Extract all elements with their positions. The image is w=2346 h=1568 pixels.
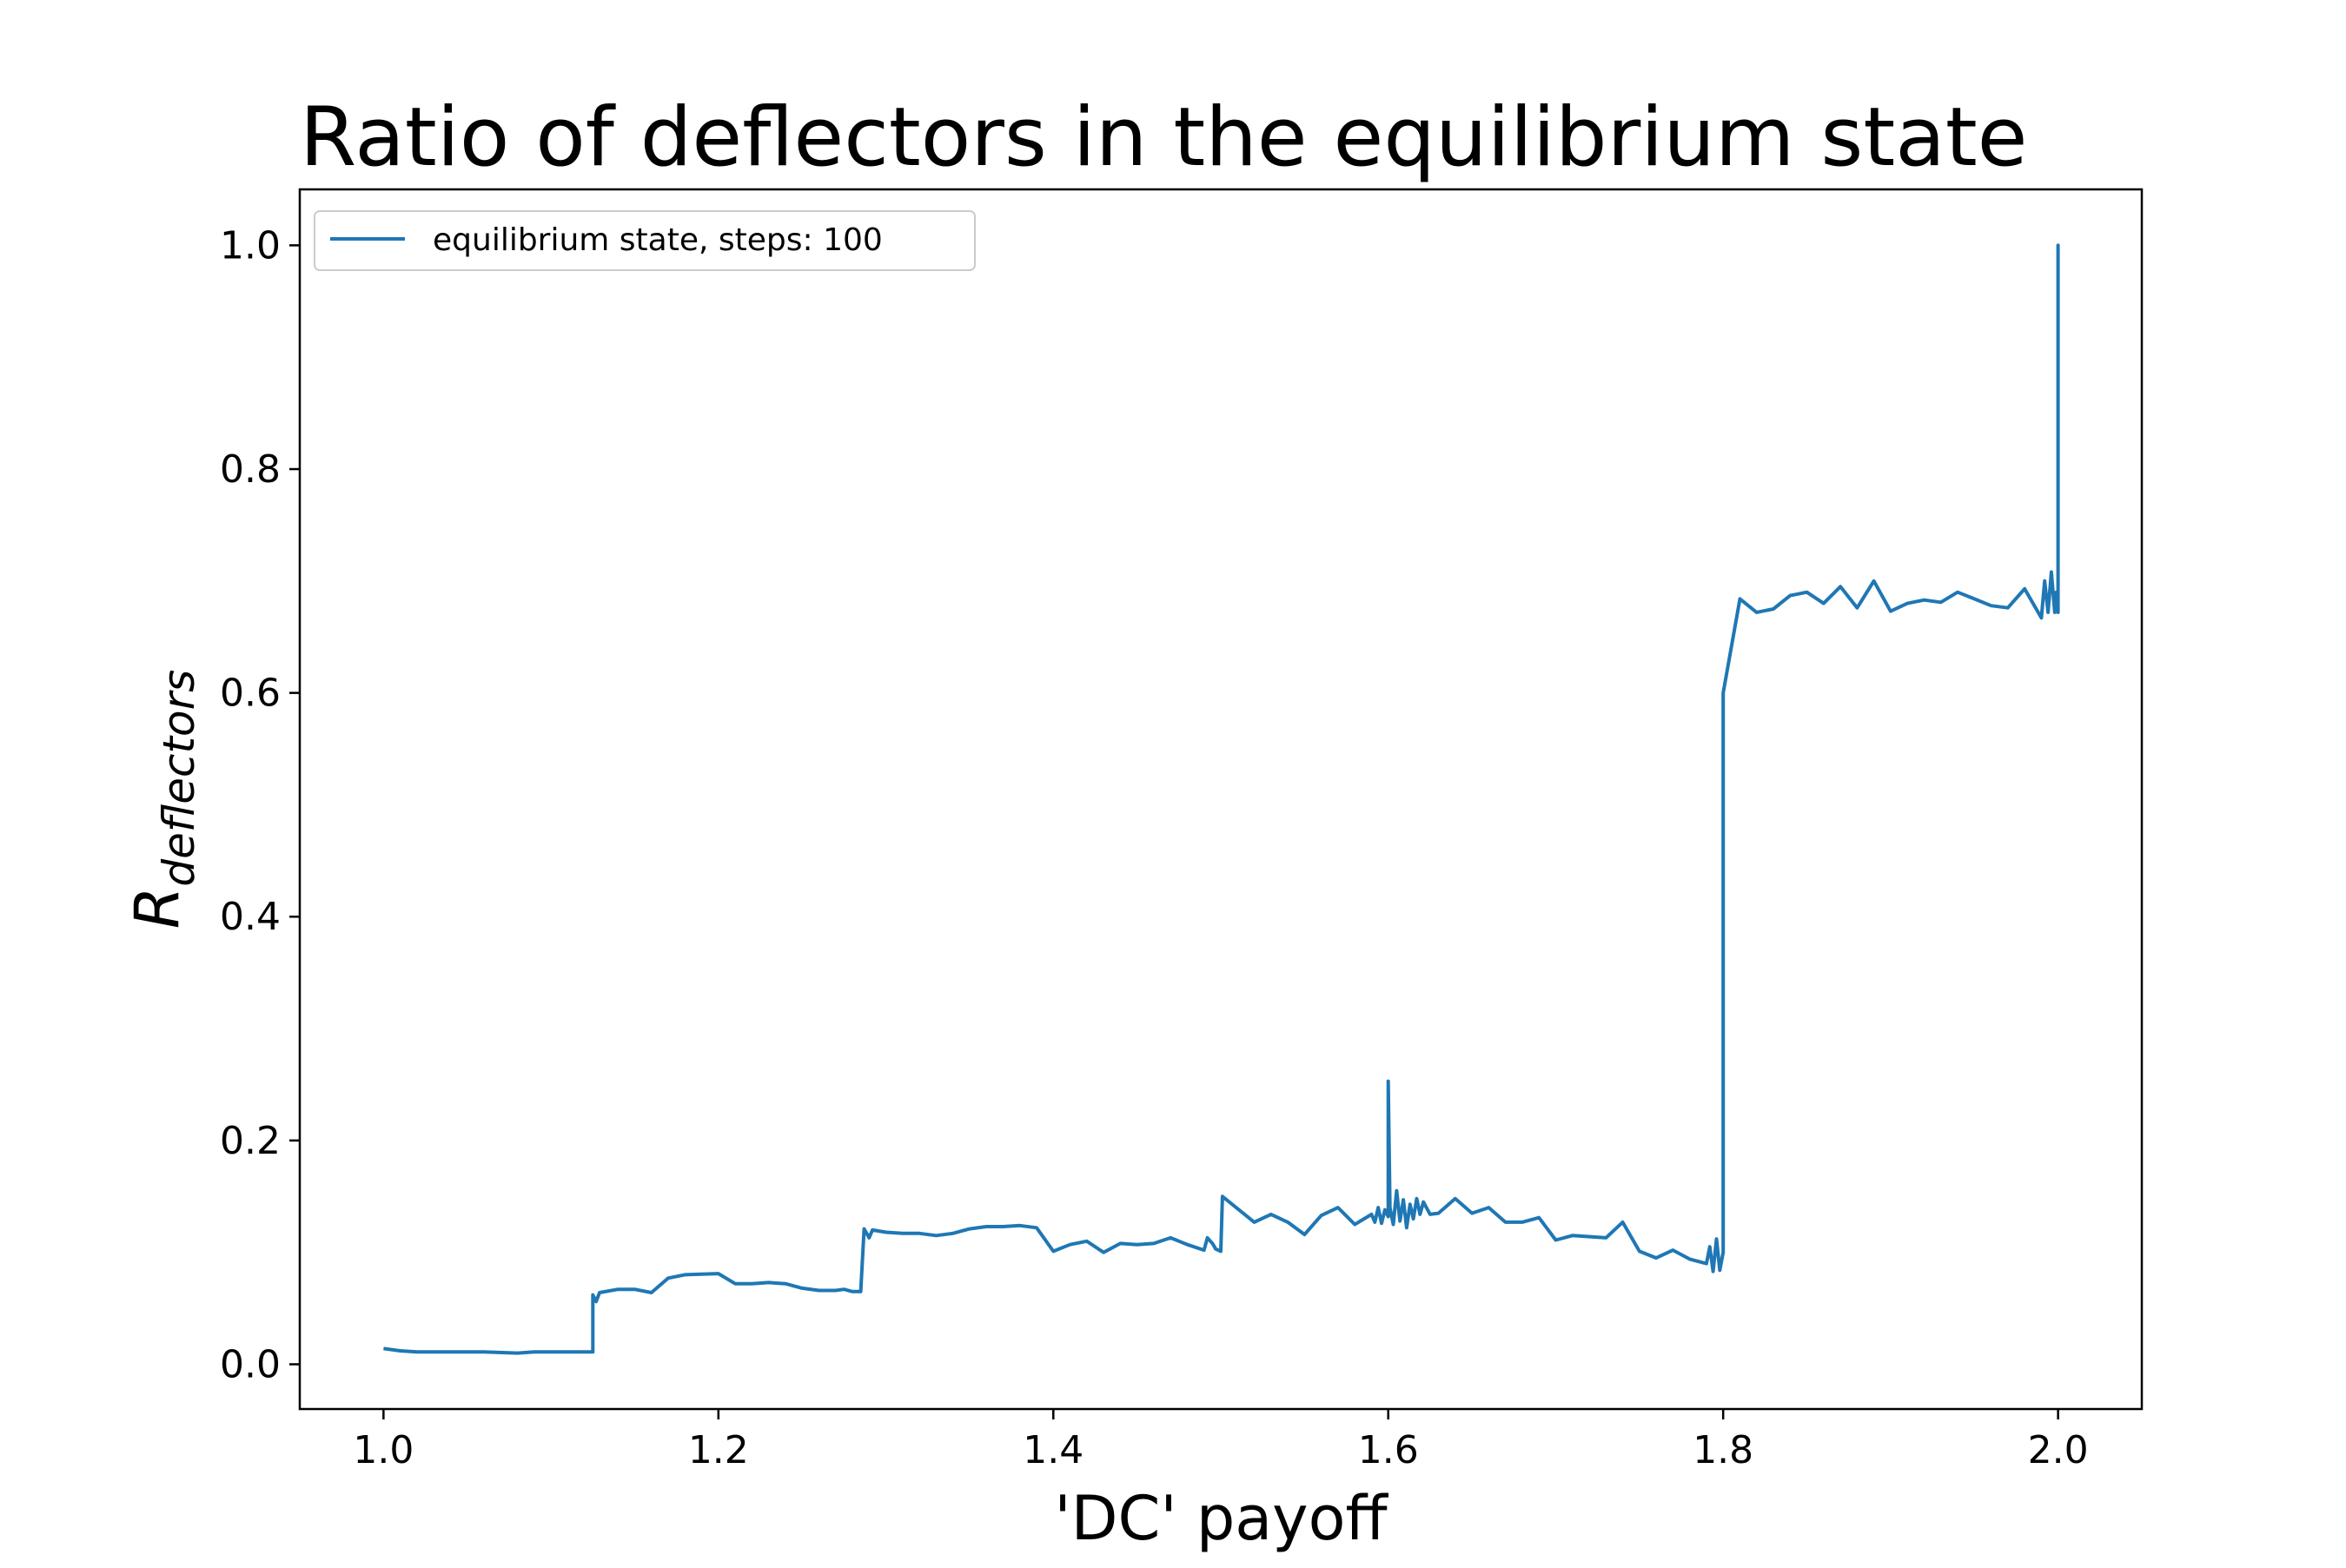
x-tick-label: 1.4 (1023, 1428, 1084, 1472)
y-tick-label: 0.2 (220, 1119, 281, 1163)
x-tick-label: 1.8 (1693, 1428, 1753, 1472)
y-tick-label: 0.8 (220, 447, 281, 492)
svg-text:Rdeflectors: Rdeflectors (122, 670, 204, 930)
legend-box (314, 210, 976, 271)
y-axis: 0.0 0.2 0.4 0.6 0.8 1.0 (220, 223, 300, 1386)
x-axis-label: 'DC' payoff (1054, 1483, 1388, 1554)
y-axis-label: Rdeflectors (122, 670, 204, 930)
axes-frame (298, 188, 2144, 1411)
y-axis-label-subscript: deflectors (154, 670, 204, 887)
chart-title: Ratio of deflectors in the equilibrium s… (300, 90, 2028, 185)
y-tick-label: 1.0 (220, 223, 281, 268)
y-axis-label-base: R (122, 887, 193, 930)
y-tick-label: 0.0 (220, 1342, 281, 1386)
x-tick-label: 1.2 (688, 1428, 749, 1472)
x-tick-label: 1.0 (353, 1428, 414, 1472)
x-tick-label: 2.0 (2028, 1428, 2089, 1472)
legend-label: equilibrium state, steps: 100 (433, 222, 883, 258)
series-line-equilibrium (383, 243, 2060, 1355)
x-axis: 1.0 1.2 1.4 1.6 1.8 2.0 (353, 1409, 2089, 1472)
y-tick-label: 0.6 (220, 672, 281, 716)
legend: equilibrium state, steps: 100 (314, 210, 976, 271)
y-tick-label: 0.4 (220, 895, 281, 939)
x-tick-label: 1.6 (1358, 1428, 1419, 1472)
plot-area: 1.0 1.2 1.4 1.6 1.8 2.0 0.0 0.2 0.4 0.6 0.8 1.0 (220, 188, 2144, 1472)
